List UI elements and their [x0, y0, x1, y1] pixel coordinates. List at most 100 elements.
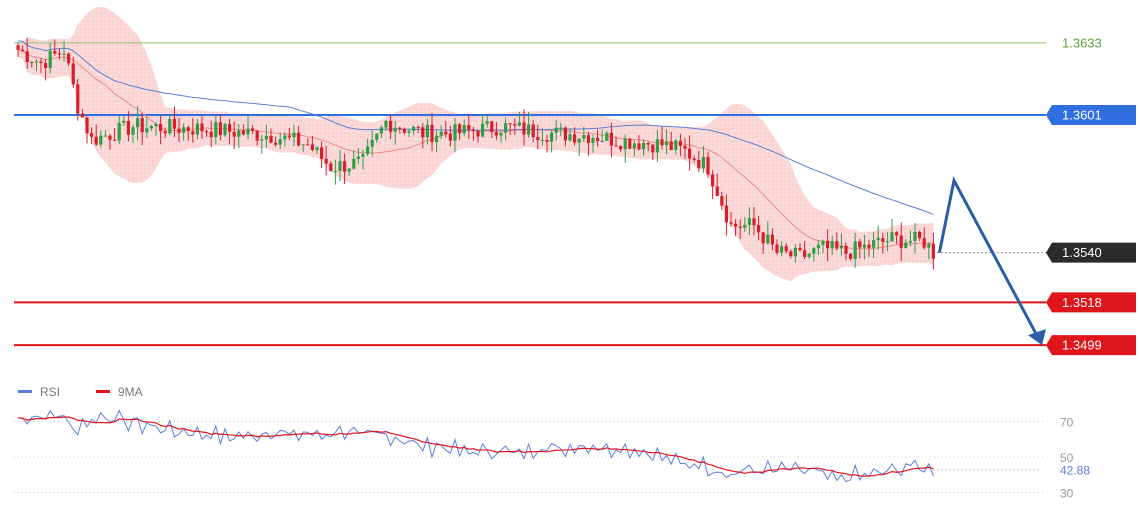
candle-body	[278, 139, 282, 145]
price-level-label: 1.3518	[1062, 295, 1102, 310]
candle-body	[826, 240, 830, 249]
candle-body	[844, 245, 848, 254]
candle-body	[416, 126, 420, 128]
candle-body	[918, 231, 922, 239]
rsi-tick-label: 30	[1060, 487, 1074, 500]
candle-body	[384, 120, 388, 128]
candle-body	[145, 128, 149, 133]
candle-body	[536, 137, 540, 141]
rsi-9ma-line	[17, 416, 934, 477]
candle-body	[205, 131, 209, 133]
candle-body	[899, 235, 903, 248]
candle-body	[393, 127, 397, 132]
candle-body	[490, 121, 494, 132]
candle-body	[821, 240, 825, 245]
candle-body	[711, 174, 715, 187]
rsi-tick-label: 50	[1060, 451, 1074, 465]
candle-body	[370, 139, 374, 147]
candle-body	[927, 243, 931, 248]
candle-body	[807, 253, 811, 257]
candle-body	[320, 147, 324, 159]
candle-body	[182, 127, 186, 133]
candle-body	[784, 246, 788, 252]
candle-body	[338, 161, 342, 172]
candle-body	[103, 135, 107, 137]
candle-body	[789, 251, 793, 257]
candle-body	[306, 144, 310, 146]
candle-body	[559, 127, 563, 129]
price-level-label: 1.3601	[1062, 108, 1102, 123]
candle-body	[448, 134, 452, 141]
candle-body	[99, 135, 103, 145]
candle-body	[701, 156, 705, 169]
candle-body	[67, 53, 71, 64]
candle-body	[858, 241, 862, 248]
candle-body	[600, 140, 604, 142]
rsi-legend-swatch	[18, 390, 32, 393]
candle-body	[504, 123, 508, 133]
candle-body	[849, 253, 853, 259]
candle-body	[168, 118, 172, 134]
candle-body	[232, 131, 236, 137]
candle-body	[839, 245, 843, 249]
candle-body	[389, 120, 393, 132]
candle-body	[214, 122, 218, 138]
candle-body	[481, 123, 485, 137]
candle-body	[366, 146, 370, 154]
price-level-label: 1.3540	[1062, 245, 1102, 260]
candle-body	[356, 156, 360, 159]
candle-body	[729, 222, 733, 224]
candle-body	[660, 139, 664, 146]
candle-body	[269, 135, 273, 143]
candle-body	[264, 135, 268, 140]
candle-body	[140, 118, 144, 133]
candle-body	[770, 234, 774, 245]
rsi-panel: 70 50 30 RSI 9MA 42.88	[14, 385, 1090, 501]
candle-body	[453, 124, 457, 141]
candle-body	[614, 145, 618, 147]
price-level-tag	[1046, 335, 1136, 356]
candle-body	[577, 138, 581, 143]
candle-body	[881, 238, 885, 242]
candle-body	[775, 244, 779, 253]
candle-body	[513, 124, 517, 126]
candle-body	[628, 138, 632, 149]
candle-body	[563, 127, 567, 141]
candle-body	[596, 137, 600, 142]
candle-body	[890, 232, 894, 242]
candle-body	[619, 145, 623, 150]
candle-body	[591, 137, 595, 144]
candle-body	[642, 142, 646, 150]
price-level-tag	[1046, 105, 1136, 126]
candle-body	[458, 124, 462, 134]
candle-body	[494, 131, 498, 136]
candle-body	[872, 240, 876, 248]
candle-body	[251, 128, 255, 131]
candle-body	[218, 122, 222, 136]
candle-body	[467, 125, 471, 130]
candle-body	[734, 223, 738, 227]
candle-body	[697, 160, 701, 169]
candle-body	[485, 121, 489, 124]
candle-body	[554, 127, 558, 133]
candle-body	[113, 139, 117, 141]
candle-body	[149, 126, 153, 129]
candle-body	[412, 126, 416, 131]
candle-body	[766, 234, 770, 244]
candle-body	[522, 122, 526, 135]
forecast-arrow-layer	[937, 176, 1046, 346]
candle-body	[568, 134, 572, 141]
candle-body	[508, 123, 512, 125]
candle-body	[163, 131, 167, 134]
candle-body	[57, 53, 61, 55]
candle-body	[862, 244, 866, 248]
candle-body	[816, 244, 820, 249]
candle-body	[724, 205, 728, 223]
candle-body	[62, 53, 66, 55]
candle-body	[517, 122, 521, 126]
candle-body	[931, 243, 935, 259]
candle-body	[499, 132, 503, 136]
candle-body	[324, 158, 328, 164]
candle-body	[867, 244, 871, 248]
